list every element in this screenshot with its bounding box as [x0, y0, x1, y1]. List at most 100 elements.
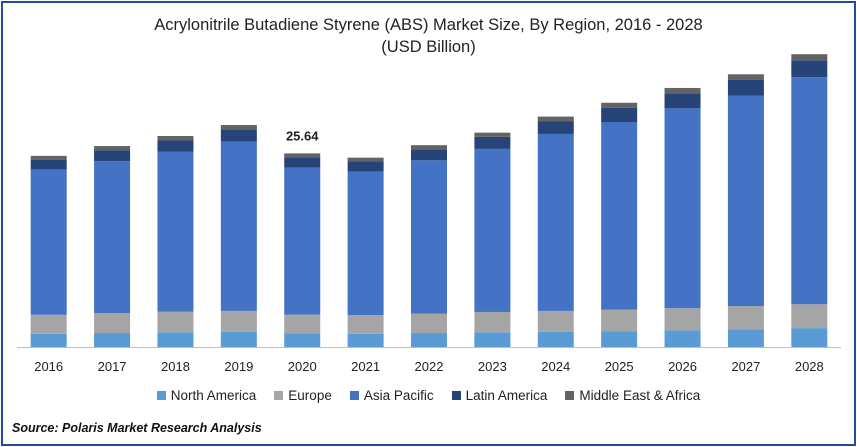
- x-tick-label-2019: 2019: [224, 359, 253, 374]
- bar-north-america-2026: [664, 330, 701, 347]
- legend-item-north-america: North America: [156, 388, 257, 403]
- bar-europe-2022: [411, 313, 447, 334]
- legend-swatch: [156, 391, 166, 400]
- legend-label: North America: [170, 388, 257, 403]
- bar-latin-america-2018: [157, 140, 194, 152]
- bar-north-america-2025: [601, 331, 638, 347]
- bar-europe-2021: [347, 315, 384, 334]
- chart-title: Acrylonitrile Butadiene Styrene (ABS) Ma…: [154, 16, 703, 34]
- x-tick-label-2020: 2020: [288, 359, 317, 374]
- bar-middle-east-africa-2024: [537, 116, 574, 122]
- bar-asia-pacific-2018: [157, 151, 194, 312]
- legend-item-europe: Europe: [274, 388, 332, 403]
- legend-label: Europe: [288, 388, 332, 403]
- bar-asia-pacific-2028: [791, 77, 828, 305]
- legend-item-middle-east-africa: Middle East & Africa: [565, 388, 700, 403]
- bar-europe-2027: [727, 306, 764, 330]
- bar-latin-america-2023: [474, 136, 511, 149]
- x-tick-label-2026: 2026: [668, 359, 697, 374]
- x-tick-label-2022: 2022: [415, 359, 444, 374]
- legend-item-asia-pacific: Asia Pacific: [349, 388, 434, 403]
- bar-europe-2019: [220, 310, 257, 332]
- bar-latin-america-2028: [791, 60, 828, 78]
- bar-latin-america-2016: [30, 159, 67, 170]
- bar-middle-east-africa-2025: [601, 102, 638, 108]
- bar-latin-america-2024: [537, 121, 574, 134]
- bar-asia-pacific-2026: [664, 108, 701, 309]
- bar-europe-2020: [284, 314, 321, 334]
- bar-asia-pacific-2023: [474, 148, 511, 312]
- bar-middle-east-africa-2019: [220, 125, 257, 130]
- bar-north-america-2016: [30, 333, 67, 347]
- bar-middle-east-africa-2027: [727, 74, 764, 80]
- chart-legend: North America Europe Asia Pacific Latin Ame…: [0, 388, 857, 403]
- legend-swatch: [274, 391, 284, 400]
- bar-middle-east-africa-2018: [157, 135, 194, 141]
- x-tick-label-2028: 2028: [795, 359, 824, 374]
- bar-middle-east-africa-2028: [791, 54, 828, 61]
- source-note: Source: Polaris Market Research Analysis: [12, 421, 262, 435]
- bar-latin-america-2020: [284, 157, 321, 168]
- bar-middle-east-africa-2020: [284, 153, 321, 158]
- bar-north-america-2019: [220, 331, 257, 347]
- legend-label: Latin America: [465, 388, 548, 403]
- bar-north-america-2024: [537, 331, 574, 347]
- bar-asia-pacific-2017: [94, 161, 131, 314]
- bar-asia-pacific-2024: [537, 133, 574, 311]
- bar-middle-east-africa-2026: [664, 87, 701, 94]
- bar-europe-2026: [664, 308, 701, 331]
- chart-subtitle: (USD Billion): [381, 38, 476, 56]
- bar-europe-2017: [94, 313, 131, 334]
- bar-europe-2016: [30, 314, 67, 334]
- x-tick-label-2024: 2024: [541, 359, 570, 374]
- bar-latin-america-2027: [727, 79, 764, 96]
- bar-north-america-2028: [791, 328, 828, 347]
- bar-europe-2023: [474, 311, 511, 333]
- x-tick-label-2023: 2023: [478, 359, 507, 374]
- bar-north-america-2018: [157, 332, 194, 347]
- data-label-2020: 25.64: [286, 128, 319, 143]
- bar-europe-2025: [601, 309, 638, 332]
- bar-north-america-2020: [284, 333, 321, 347]
- legend-swatch: [565, 391, 575, 400]
- x-tick-label-2017: 2017: [98, 359, 127, 374]
- bar-middle-east-africa-2017: [94, 146, 131, 151]
- bar-north-america-2022: [411, 333, 447, 347]
- legend-swatch: [349, 391, 359, 400]
- bar-middle-east-africa-2021: [347, 157, 384, 162]
- bar-asia-pacific-2020: [284, 167, 321, 315]
- bar-asia-pacific-2025: [601, 122, 638, 310]
- bar-europe-2018: [157, 311, 194, 333]
- bar-north-america-2023: [474, 332, 511, 347]
- bar-europe-2028: [791, 304, 828, 329]
- x-tick-label-2016: 2016: [34, 359, 63, 374]
- bar-north-america-2027: [727, 329, 764, 347]
- chart-title-block: Acrylonitrile Butadiene Styrene (ABS) Ma…: [0, 14, 857, 58]
- bar-middle-east-africa-2016: [30, 155, 67, 160]
- bar-asia-pacific-2019: [220, 141, 257, 311]
- bar-north-america-2017: [94, 333, 131, 347]
- bar-north-america-2021: [347, 333, 384, 347]
- x-tick-label-2027: 2027: [731, 359, 760, 374]
- legend-label: Asia Pacific: [363, 388, 434, 403]
- bar-latin-america-2019: [220, 129, 257, 142]
- legend-swatch: [451, 391, 461, 400]
- x-tick-label-2021: 2021: [351, 359, 380, 374]
- bar-europe-2024: [537, 310, 574, 332]
- x-tick-label-2018: 2018: [161, 359, 190, 374]
- bar-latin-america-2017: [94, 150, 131, 162]
- bar-asia-pacific-2027: [727, 95, 764, 307]
- bar-asia-pacific-2016: [30, 169, 67, 315]
- bar-middle-east-africa-2022: [411, 145, 447, 150]
- bar-latin-america-2021: [347, 161, 384, 172]
- bar-latin-america-2025: [601, 107, 638, 123]
- legend-item-latin-america: Latin America: [451, 388, 548, 403]
- bar-asia-pacific-2022: [411, 160, 447, 314]
- bar-middle-east-africa-2023: [474, 132, 511, 137]
- bar-latin-america-2026: [664, 93, 701, 109]
- bar-asia-pacific-2021: [347, 171, 384, 316]
- bar-latin-america-2022: [411, 149, 447, 161]
- legend-label: Middle East & Africa: [579, 388, 701, 403]
